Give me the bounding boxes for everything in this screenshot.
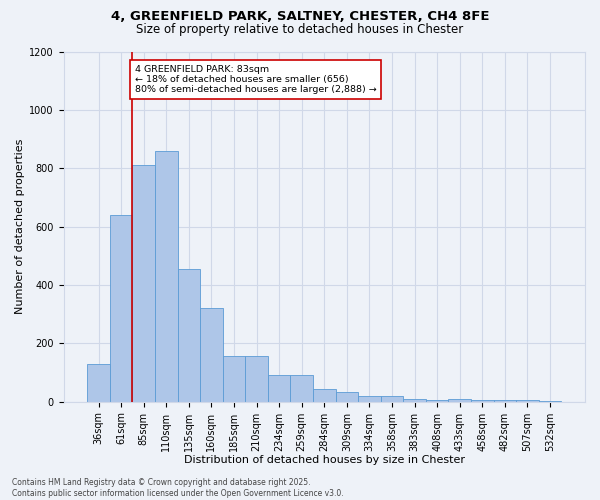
Bar — [87, 364, 110, 402]
Bar — [471, 400, 494, 402]
Bar — [155, 150, 178, 402]
Text: 4 GREENFIELD PARK: 83sqm
← 18% of detached houses are smaller (656)
80% of semi-: 4 GREENFIELD PARK: 83sqm ← 18% of detach… — [134, 64, 376, 94]
Bar — [403, 399, 426, 402]
Bar — [178, 269, 200, 402]
Bar — [110, 215, 133, 402]
Bar — [539, 401, 561, 402]
Bar — [268, 376, 290, 402]
Y-axis label: Number of detached properties: Number of detached properties — [15, 139, 25, 314]
Bar — [200, 308, 223, 402]
X-axis label: Distribution of detached houses by size in Chester: Distribution of detached houses by size … — [184, 455, 465, 465]
Text: Contains HM Land Registry data © Crown copyright and database right 2025.
Contai: Contains HM Land Registry data © Crown c… — [12, 478, 344, 498]
Text: 4, GREENFIELD PARK, SALTNEY, CHESTER, CH4 8FE: 4, GREENFIELD PARK, SALTNEY, CHESTER, CH… — [111, 10, 489, 23]
Bar — [133, 166, 155, 402]
Bar — [245, 356, 268, 402]
Bar — [426, 400, 448, 402]
Bar — [358, 396, 380, 402]
Bar — [380, 396, 403, 402]
Text: Size of property relative to detached houses in Chester: Size of property relative to detached ho… — [136, 22, 464, 36]
Bar — [223, 356, 245, 402]
Bar — [516, 400, 539, 402]
Bar — [448, 399, 471, 402]
Bar — [494, 400, 516, 402]
Bar — [290, 376, 313, 402]
Bar — [335, 392, 358, 402]
Bar — [313, 388, 335, 402]
